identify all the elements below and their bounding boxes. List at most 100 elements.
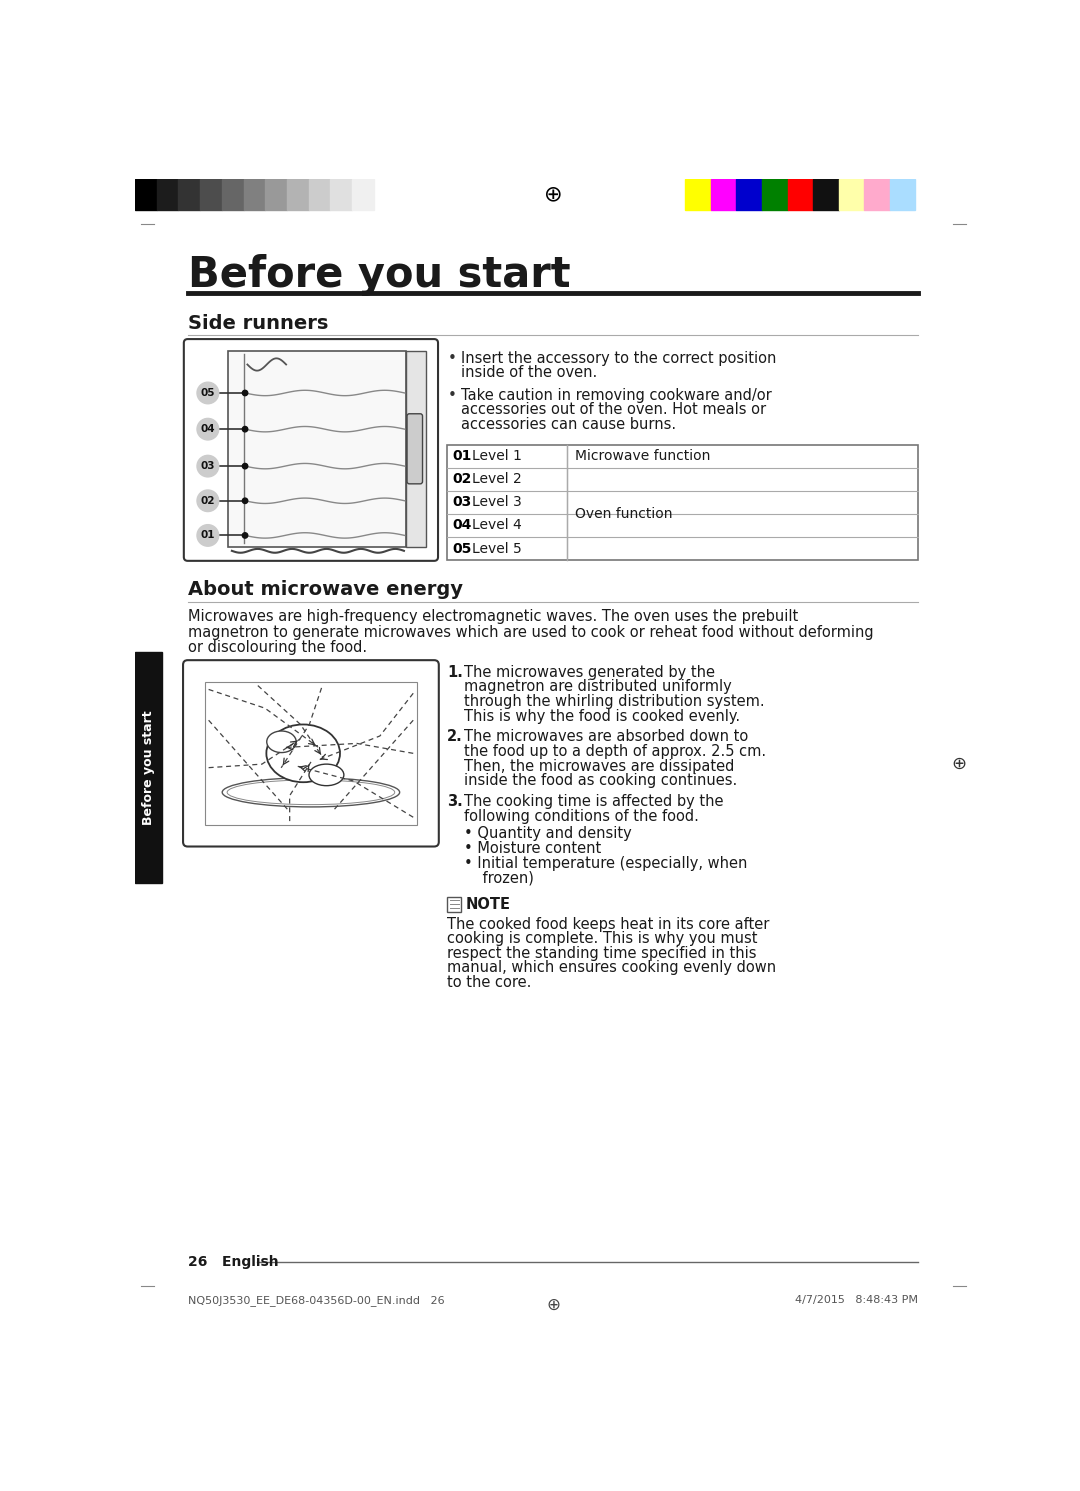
Text: About microwave energy: About microwave energy xyxy=(188,580,462,599)
Circle shape xyxy=(242,391,247,395)
Ellipse shape xyxy=(227,780,394,805)
Circle shape xyxy=(242,498,247,504)
Text: Oven function: Oven function xyxy=(576,507,673,520)
Bar xyxy=(762,179,787,210)
Text: Microwave function: Microwave function xyxy=(576,449,711,464)
Bar xyxy=(200,179,221,210)
FancyBboxPatch shape xyxy=(407,414,422,485)
Bar xyxy=(787,179,813,210)
Bar xyxy=(178,179,200,210)
Text: respect the standing time specified in this: respect the standing time specified in t… xyxy=(447,945,757,960)
Ellipse shape xyxy=(222,778,400,807)
Bar xyxy=(711,179,737,210)
Text: The microwaves are absorbed down to: The microwaves are absorbed down to xyxy=(464,729,748,744)
Bar xyxy=(864,179,890,210)
Text: 02: 02 xyxy=(201,497,215,505)
Text: magnetron are distributed uniformly: magnetron are distributed uniformly xyxy=(464,680,732,695)
Text: to the core.: to the core. xyxy=(447,975,531,990)
Ellipse shape xyxy=(267,731,296,753)
Text: Level 5: Level 5 xyxy=(472,541,522,556)
Text: 2.: 2. xyxy=(447,729,463,744)
Circle shape xyxy=(242,464,247,468)
Bar xyxy=(309,179,330,210)
Text: NQ50J3530_EE_DE68-04356D-00_EN.indd   26: NQ50J3530_EE_DE68-04356D-00_EN.indd 26 xyxy=(188,1296,444,1306)
Bar xyxy=(135,653,162,884)
Text: cooking is complete. This is why you must: cooking is complete. This is why you mus… xyxy=(447,932,758,947)
Bar xyxy=(330,179,352,210)
FancyBboxPatch shape xyxy=(183,661,438,847)
Text: Before you start: Before you start xyxy=(188,255,570,297)
Text: inside of the oven.: inside of the oven. xyxy=(461,365,597,380)
Text: inside the food as cooking continues.: inside the food as cooking continues. xyxy=(464,774,738,789)
Bar xyxy=(737,179,762,210)
Circle shape xyxy=(197,525,219,546)
Text: following conditions of the food.: following conditions of the food. xyxy=(464,808,699,825)
Text: or discolouring the food.: or discolouring the food. xyxy=(188,640,367,655)
Text: Before you start: Before you start xyxy=(141,711,154,826)
Text: the food up to a depth of approx. 2.5 cm.: the food up to a depth of approx. 2.5 cm… xyxy=(464,744,767,759)
Circle shape xyxy=(197,455,219,477)
Text: magnetron to generate microwaves which are used to cook or reheat food without d: magnetron to generate microwaves which a… xyxy=(188,625,874,640)
Text: • Moisture content: • Moisture content xyxy=(464,841,602,856)
Circle shape xyxy=(197,491,219,511)
Text: 03: 03 xyxy=(453,495,472,510)
Text: Insert the accessory to the correct position: Insert the accessory to the correct posi… xyxy=(461,350,777,365)
Circle shape xyxy=(242,532,247,538)
Text: Level 4: Level 4 xyxy=(472,519,522,532)
Text: 1.: 1. xyxy=(447,665,463,680)
Text: •: • xyxy=(447,388,456,403)
Bar xyxy=(157,179,178,210)
Text: The cooking time is affected by the: The cooking time is affected by the xyxy=(464,795,724,810)
Text: • Initial temperature (especially, when: • Initial temperature (especially, when xyxy=(464,856,747,871)
Bar xyxy=(135,179,157,210)
Circle shape xyxy=(197,382,219,404)
Text: The microwaves generated by the: The microwaves generated by the xyxy=(464,665,715,680)
Text: ⊕: ⊕ xyxy=(951,754,967,774)
Bar xyxy=(243,179,266,210)
Text: 04: 04 xyxy=(453,519,472,532)
Text: Level 3: Level 3 xyxy=(472,495,522,510)
Text: 04: 04 xyxy=(201,423,215,434)
Text: • Quantity and density: • Quantity and density xyxy=(464,826,632,841)
Circle shape xyxy=(242,426,247,432)
Text: 3.: 3. xyxy=(447,795,463,810)
Text: 4/7/2015   8:48:43 PM: 4/7/2015 8:48:43 PM xyxy=(795,1296,918,1306)
Text: ⊕: ⊕ xyxy=(544,185,563,204)
Text: 05: 05 xyxy=(453,541,472,556)
Text: 01: 01 xyxy=(201,531,215,540)
Bar xyxy=(447,896,461,912)
Text: Side runners: Side runners xyxy=(188,313,328,332)
Text: manual, which ensures cooking evenly down: manual, which ensures cooking evenly dow… xyxy=(447,960,777,975)
Ellipse shape xyxy=(309,763,343,786)
Text: Take caution in removing cookware and/or: Take caution in removing cookware and/or xyxy=(461,388,772,403)
Text: frozen): frozen) xyxy=(464,871,535,886)
Bar xyxy=(447,444,918,561)
Text: 01: 01 xyxy=(453,449,472,464)
Ellipse shape xyxy=(267,725,340,783)
Bar xyxy=(287,179,309,210)
Text: ⊕: ⊕ xyxy=(140,754,156,774)
Text: 05: 05 xyxy=(201,388,215,398)
Bar xyxy=(266,179,287,210)
Text: NOTE: NOTE xyxy=(465,896,511,912)
Bar xyxy=(685,179,711,210)
FancyBboxPatch shape xyxy=(184,338,438,561)
Text: Then, the microwaves are dissipated: Then, the microwaves are dissipated xyxy=(464,759,734,774)
Bar xyxy=(205,681,417,825)
Bar xyxy=(813,179,839,210)
Text: Microwaves are high-frequency electromagnetic waves. The oven uses the prebuilt: Microwaves are high-frequency electromag… xyxy=(188,610,798,625)
Bar xyxy=(228,350,406,547)
Bar xyxy=(352,179,374,210)
Bar xyxy=(839,179,864,210)
Text: The cooked food keeps heat in its core after: The cooked food keeps heat in its core a… xyxy=(447,917,770,932)
Circle shape xyxy=(197,419,219,440)
Text: accessories out of the oven. Hot meals or: accessories out of the oven. Hot meals o… xyxy=(461,403,767,417)
Text: •: • xyxy=(447,350,456,365)
Text: 03: 03 xyxy=(201,461,215,471)
Text: Level 1: Level 1 xyxy=(472,449,522,464)
Text: This is why the food is cooked evenly.: This is why the food is cooked evenly. xyxy=(464,708,741,723)
Text: ⊕: ⊕ xyxy=(546,1296,561,1314)
Text: 26   English: 26 English xyxy=(188,1255,279,1269)
Bar xyxy=(890,179,916,210)
Bar xyxy=(406,350,426,547)
